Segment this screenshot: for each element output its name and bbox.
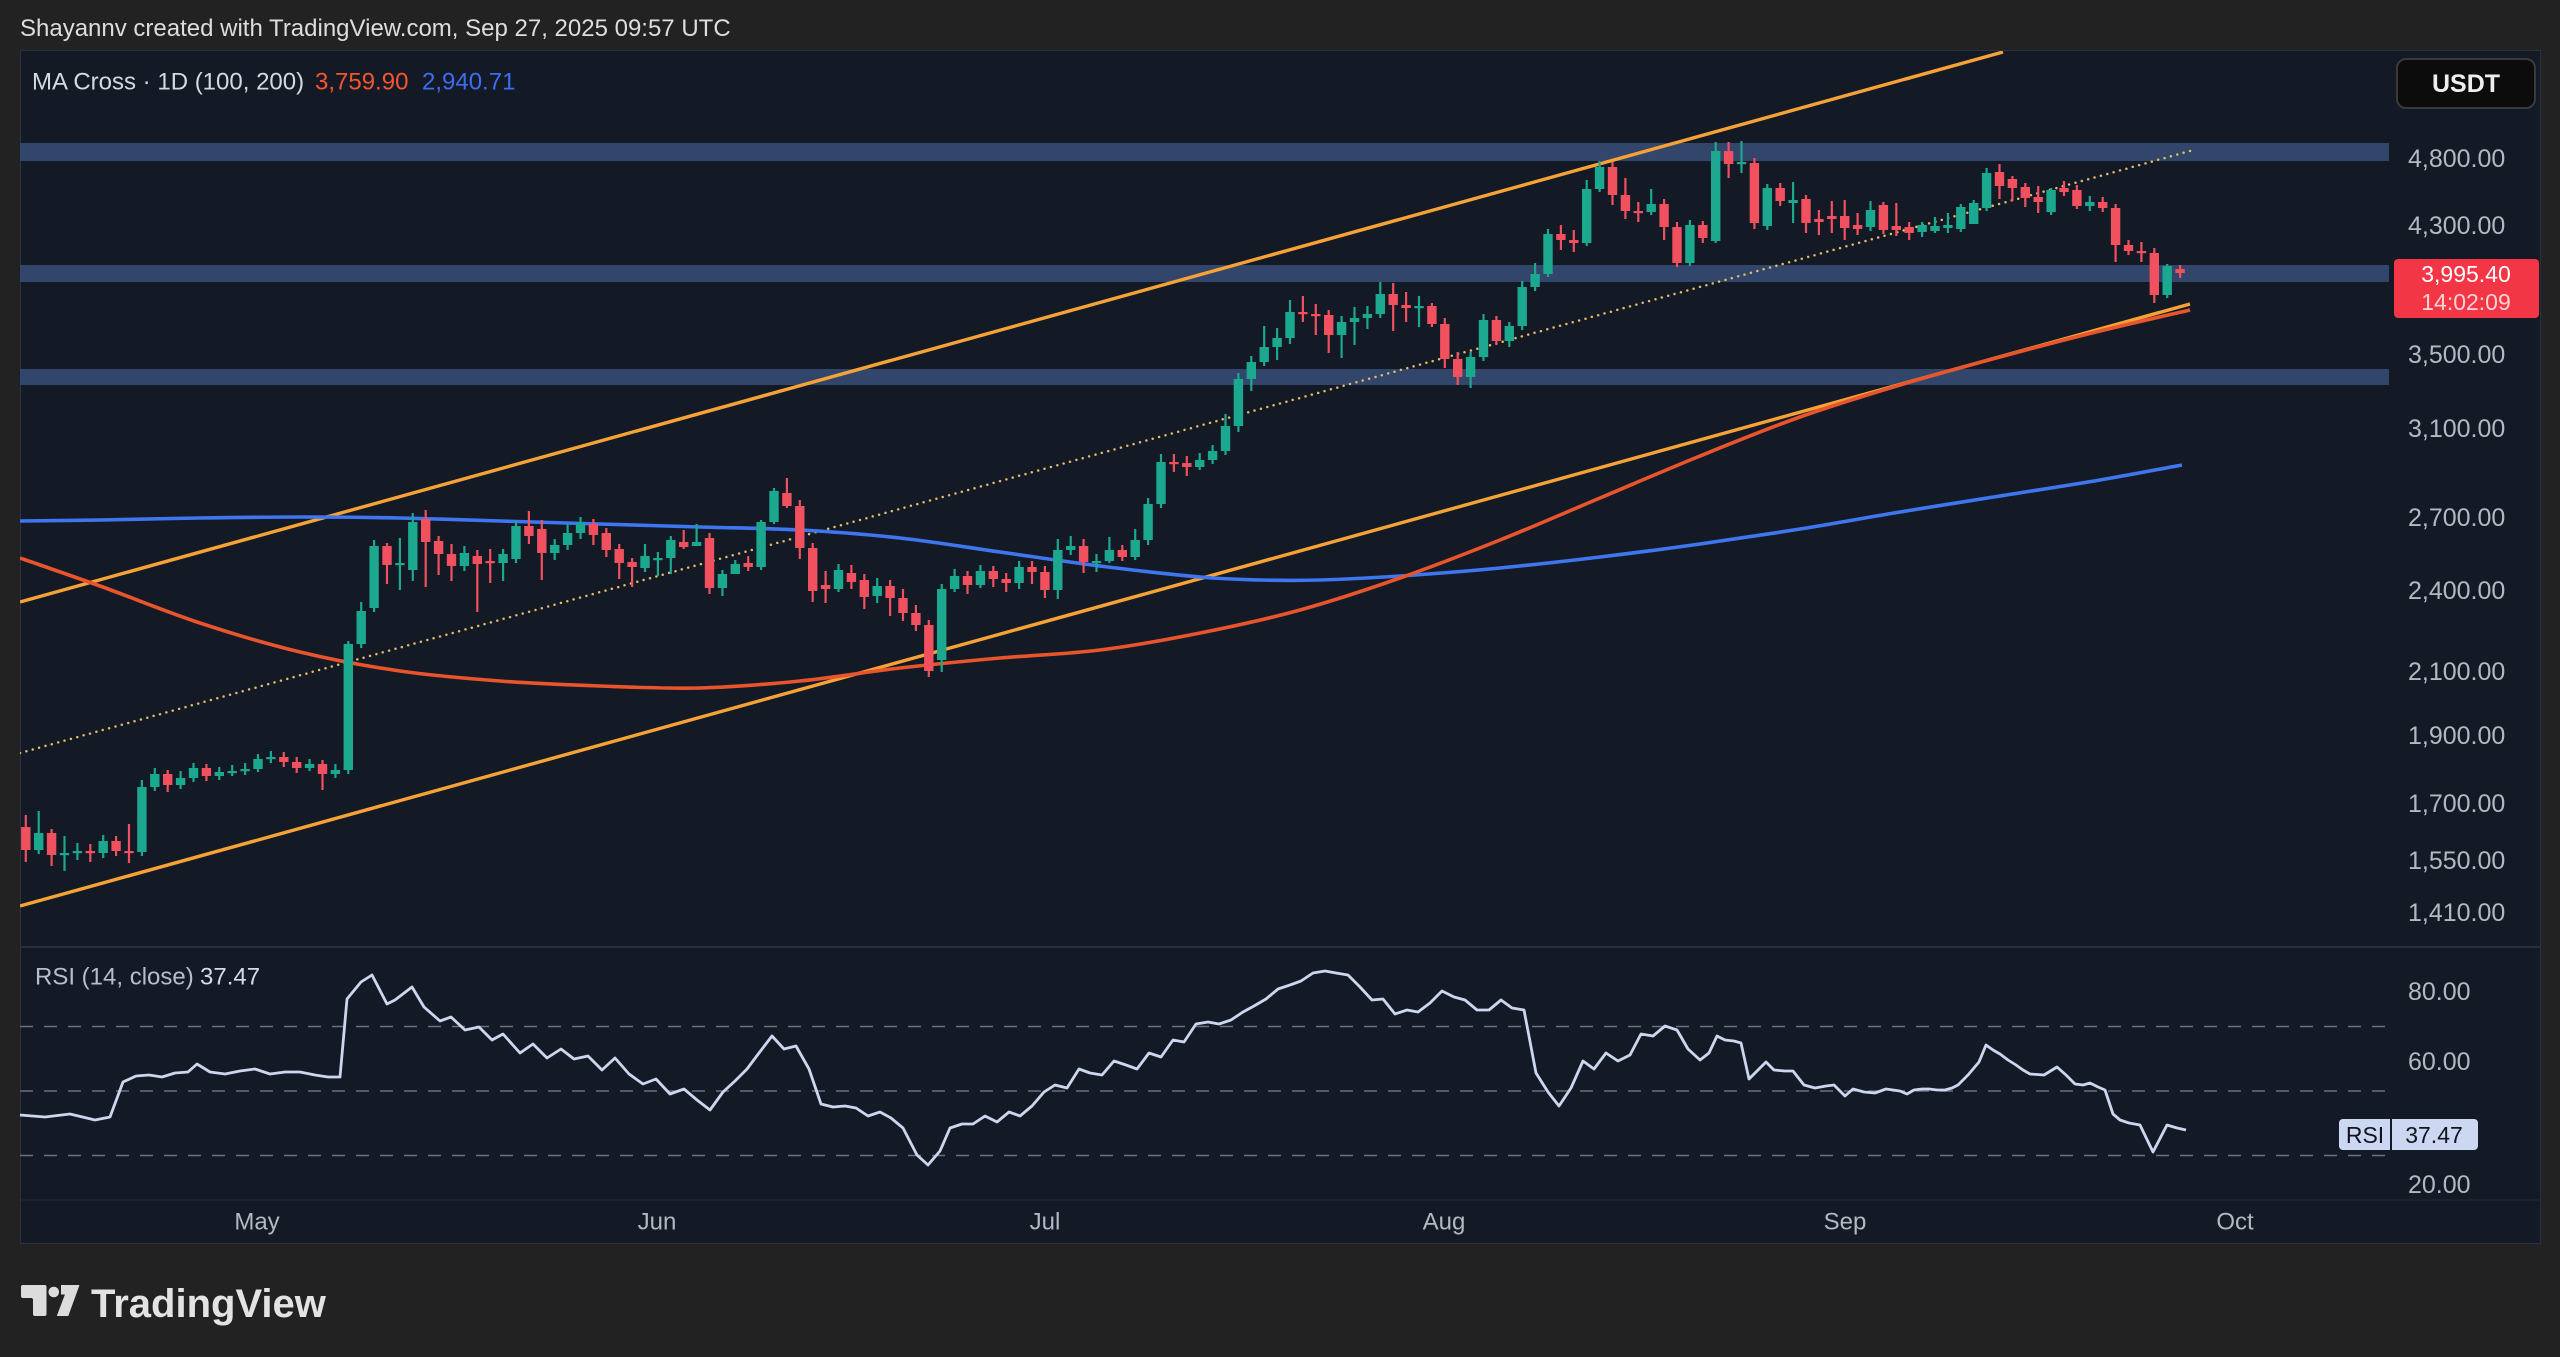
svg-text:37.47: 37.47 — [2405, 1122, 2463, 1148]
svg-text:1,410.00: 1,410.00 — [2408, 899, 2505, 927]
svg-text:RSI: RSI — [2346, 1122, 2384, 1148]
svg-text:RSI (14, close): RSI (14, close) — [35, 964, 194, 991]
svg-text:4,800.00: 4,800.00 — [2408, 145, 2505, 173]
svg-text:Jul: Jul — [1030, 1209, 1061, 1236]
svg-text:2,940.71: 2,940.71 — [422, 69, 515, 96]
svg-text:MA Cross · 1D (100, 200): MA Cross · 1D (100, 200) — [32, 69, 304, 96]
svg-text:Jun: Jun — [638, 1209, 677, 1236]
svg-text:3,759.90: 3,759.90 — [315, 69, 408, 96]
svg-text:Sep: Sep — [1824, 1209, 1867, 1236]
svg-text:3,995.40: 3,995.40 — [2421, 261, 2511, 287]
svg-text:4,300.00: 4,300.00 — [2408, 212, 2505, 240]
svg-text:2,700.00: 2,700.00 — [2408, 504, 2505, 532]
svg-text:1,900.00: 1,900.00 — [2408, 722, 2505, 750]
svg-text:37.47: 37.47 — [200, 964, 260, 991]
svg-text:Aug: Aug — [1423, 1209, 1466, 1236]
svg-text:3,500.00: 3,500.00 — [2408, 341, 2505, 369]
svg-text:May: May — [234, 1209, 279, 1236]
svg-text:USDT: USDT — [2432, 70, 2500, 98]
svg-text:2,100.00: 2,100.00 — [2408, 658, 2505, 686]
svg-text:20.00: 20.00 — [2408, 1171, 2471, 1199]
svg-text:60.00: 60.00 — [2408, 1048, 2471, 1076]
svg-text:14:02:09: 14:02:09 — [2421, 289, 2511, 315]
svg-text:80.00: 80.00 — [2408, 978, 2471, 1006]
svg-text:1,550.00: 1,550.00 — [2408, 847, 2505, 875]
svg-text:1,700.00: 1,700.00 — [2408, 790, 2505, 818]
svg-text:3,100.00: 3,100.00 — [2408, 415, 2505, 443]
svg-text:2,400.00: 2,400.00 — [2408, 577, 2505, 605]
svg-text:Oct: Oct — [2216, 1209, 2254, 1236]
